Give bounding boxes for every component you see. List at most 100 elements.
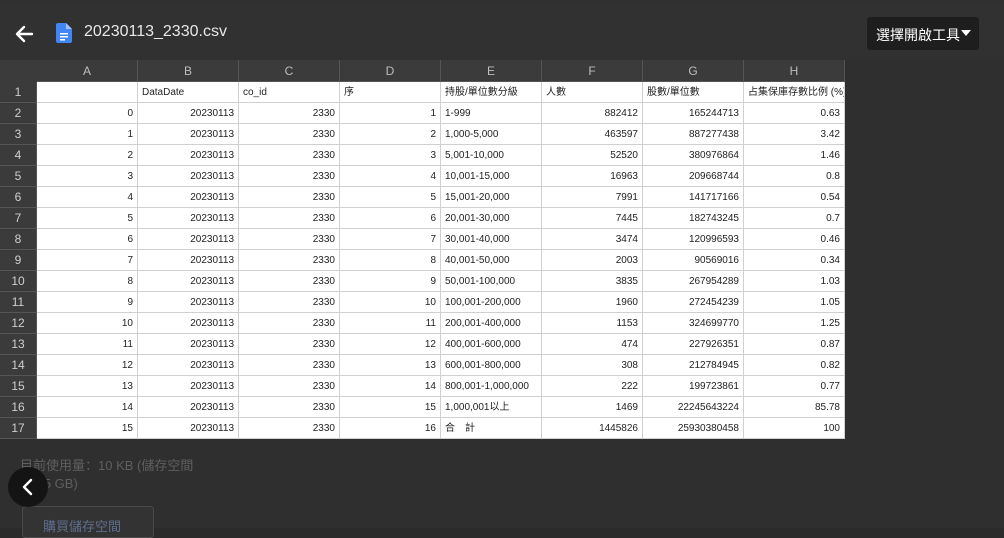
column-header-f: F [542,60,643,82]
table-cell: 182743245 [643,208,744,229]
table-cell: 1 [340,103,441,124]
row-header: 5 [0,166,37,187]
table-cell: 40,001-50,000 [441,250,542,271]
column-header-b: B [138,60,239,82]
table-cell: 14 [340,376,441,397]
table-cell: 1153 [542,313,643,334]
table-cell: 20230113 [138,271,239,292]
table-cell: 20230113 [138,355,239,376]
table-cell: 3474 [542,229,643,250]
table-cell: 2 [37,145,138,166]
table-cell: 20230113 [138,376,239,397]
table-cell: 2330 [239,229,340,250]
table-cell: 20230113 [138,418,239,439]
column-header-a: A [37,60,138,82]
table-cell: 2330 [239,418,340,439]
back-button[interactable] [10,20,38,48]
table-cell: 2330 [239,145,340,166]
collapse-panel-button[interactable] [8,467,48,507]
caret-down-icon [961,30,971,36]
row-header: 14 [0,355,37,376]
table-cell: 2330 [239,334,340,355]
header-cell: 持股/單位數分級 [441,82,542,103]
row-header: 3 [0,124,37,145]
table-cell: 0.8 [744,166,845,187]
header-cell: 序 [340,82,441,103]
table-cell: 1.46 [744,145,845,166]
table-cell: 15 [37,418,138,439]
sheet-corner [0,60,38,83]
table-cell: 14 [37,397,138,418]
table-cell: 2330 [239,271,340,292]
table-cell: 800,001-1,000,000 [441,376,542,397]
table-cell: 15 [340,397,441,418]
table-cell: 308 [542,355,643,376]
header-cell: DataDate [138,82,239,103]
table-cell: 2330 [239,124,340,145]
table-cell: 272454239 [643,292,744,313]
buy-storage-label: 購買儲存空間 [43,519,122,534]
table-cell: 20230113 [138,103,239,124]
table-cell: 5 [37,208,138,229]
table-cell: 6 [340,208,441,229]
table-cell: 0.46 [744,229,845,250]
table-cell: 85.78 [744,397,845,418]
row-header: 17 [0,418,37,439]
table-cell: 3835 [542,271,643,292]
table-cell: 20230113 [138,229,239,250]
table-cell: 324699770 [643,313,744,334]
table-cell: 1445826 [542,418,643,439]
table-cell: 0.54 [744,187,845,208]
table-cell: 141717166 [643,187,744,208]
table-cell: 16 [340,418,441,439]
table-cell: 0.77 [744,376,845,397]
table-cell: 50,001-100,000 [441,271,542,292]
table-cell: 90569016 [643,250,744,271]
table-cell: 1-999 [441,103,542,124]
table-cell: 222 [542,376,643,397]
header-cell: 占集保庫存數比例 (%) [744,82,845,103]
table-cell: 3 [37,166,138,187]
table-cell: 882412 [542,103,643,124]
table-cell: 7445 [542,208,643,229]
table-cell: 6 [37,229,138,250]
header-cell: 股數/單位數 [643,82,744,103]
table-cell: 20230113 [138,334,239,355]
open-with-button[interactable]: 選擇開啟工具 [867,17,979,50]
table-cell: 1960 [542,292,643,313]
table-cell: 400,001-600,000 [441,334,542,355]
table-cell: 267954289 [643,271,744,292]
table-cell: 1.25 [744,313,845,334]
buy-storage-button: 購買儲存空間 [22,506,154,538]
table-cell: 227926351 [643,334,744,355]
table-cell: 463597 [542,124,643,145]
table-cell: 7991 [542,187,643,208]
table-cell: 0.87 [744,334,845,355]
table-cell: 9 [37,292,138,313]
table-cell: 1.05 [744,292,845,313]
table-cell: 2330 [239,208,340,229]
table-cell: 474 [542,334,643,355]
row-header: 13 [0,334,37,355]
table-cell: 20230113 [138,292,239,313]
chevron-left-icon [22,478,33,496]
table-cell: 2330 [239,166,340,187]
row-header: 1 [0,82,37,103]
row-header: 6 [0,187,37,208]
table-cell: 2330 [239,250,340,271]
table-cell: 1.03 [744,271,845,292]
table-cell: 0.63 [744,103,845,124]
table-cell: 7 [340,229,441,250]
table-cell: 2003 [542,250,643,271]
table-cell: 12 [340,334,441,355]
header-cell [37,82,138,103]
table-cell: 20230113 [138,124,239,145]
table-cell: 合 計 [441,418,542,439]
table-cell: 4 [340,166,441,187]
table-cell: 4 [37,187,138,208]
storage-usage-text: 目前使用量：10 KB (儲存空間 [20,458,194,473]
table-cell: 209668744 [643,166,744,187]
table-cell: 13 [37,376,138,397]
table-cell: 212784945 [643,355,744,376]
